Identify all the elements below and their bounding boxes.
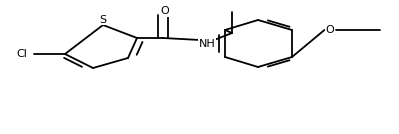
Text: NH: NH (199, 39, 215, 49)
Text: S: S (99, 15, 107, 25)
Text: O: O (326, 25, 334, 35)
Text: Cl: Cl (17, 49, 28, 59)
Text: O: O (161, 6, 169, 16)
